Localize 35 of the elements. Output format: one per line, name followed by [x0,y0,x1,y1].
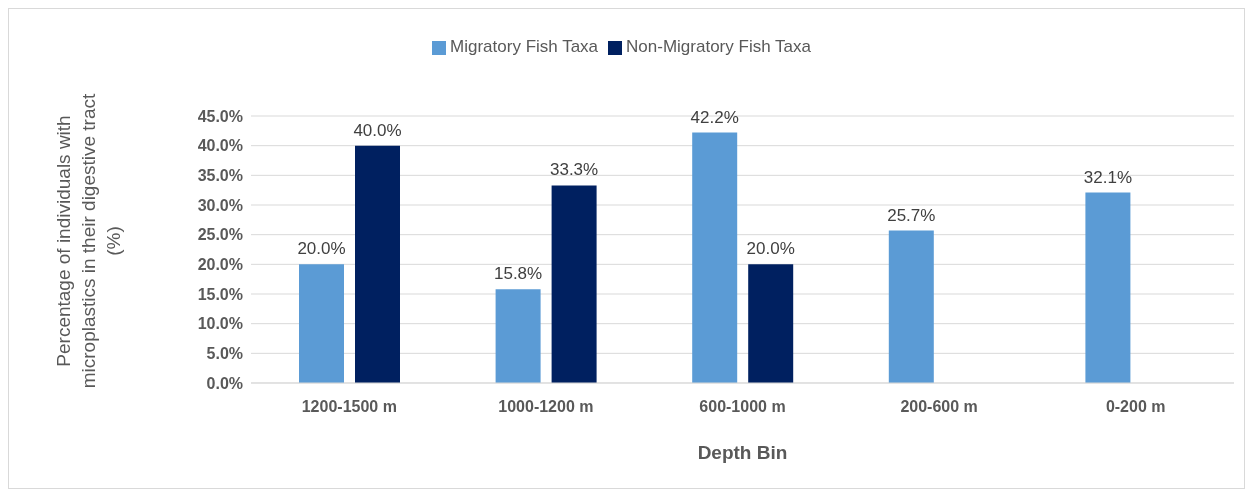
y-tick-label: 40.0% [197,137,243,155]
legend-label: Non-Migratory Fish Taxa [626,37,811,56]
y-tick-label: 10.0% [197,315,243,333]
x-tick-label: 200-600 m [900,398,978,416]
bar [551,185,597,383]
legend-label: Migratory Fish Taxa [450,37,599,56]
y-tick-label: 25.0% [197,226,243,244]
data-label: 15.8% [494,264,543,284]
bar [748,264,794,383]
x-tick-label: 0-200 m [1105,398,1166,416]
y-tick-label: 15.0% [197,285,243,303]
bar [692,132,738,383]
data-label: 20.0% [746,239,795,259]
y-axis-title: Percentage of individuals with microplastics in their digestive tract (%) [52,92,124,391]
data-label: 40.0% [353,120,402,140]
x-tick-label: 1200-1500 m [301,398,397,416]
data-label: 25.7% [887,205,936,225]
bar [888,230,934,383]
y-tick-label: 20.0% [197,256,243,274]
data-label: 32.1% [1083,167,1132,187]
x-tick-label: 1000-1200 m [498,398,594,416]
bar [495,289,541,383]
y-tick-label: 0.0% [206,374,243,392]
y-tick-label: 45.0% [197,107,243,125]
x-tick-label: 600-1000 m [699,398,786,416]
y-tick-label: 5.0% [206,345,243,363]
y-tick-label: 30.0% [197,196,243,214]
bar [355,145,400,383]
data-label: 42.2% [690,107,739,127]
y-tick-label: 35.0% [197,167,243,185]
data-label: 20.0% [297,239,346,259]
data-label: 33.3% [550,160,599,180]
bar [1085,192,1131,383]
bar [299,264,344,383]
x-axis-title: Depth Bin [697,442,788,463]
